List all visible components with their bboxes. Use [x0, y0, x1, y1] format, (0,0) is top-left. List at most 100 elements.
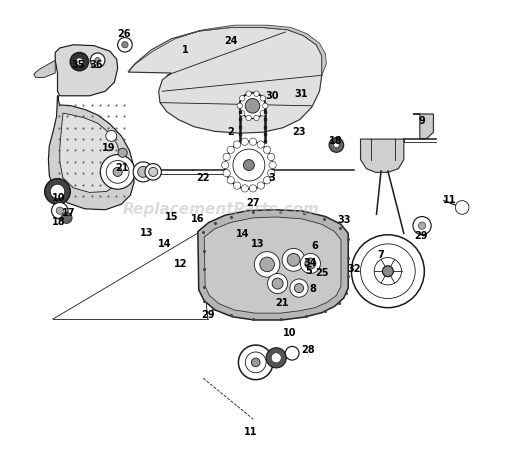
Text: 23: 23: [292, 127, 306, 137]
Circle shape: [122, 41, 128, 48]
Circle shape: [266, 348, 286, 368]
Polygon shape: [198, 210, 348, 320]
Circle shape: [271, 353, 281, 363]
Text: 1: 1: [182, 45, 188, 55]
Text: 27: 27: [246, 198, 259, 208]
Circle shape: [254, 91, 259, 96]
Circle shape: [249, 138, 256, 146]
Circle shape: [263, 103, 268, 108]
Text: 24: 24: [224, 36, 237, 46]
Circle shape: [50, 184, 65, 199]
Circle shape: [106, 130, 117, 141]
Text: 31: 31: [295, 88, 308, 99]
Polygon shape: [49, 96, 134, 210]
Text: 33: 33: [337, 215, 350, 225]
Text: 25: 25: [315, 267, 329, 278]
Text: 16: 16: [191, 214, 205, 224]
Circle shape: [45, 179, 70, 204]
Circle shape: [227, 146, 234, 153]
Circle shape: [133, 162, 153, 182]
Circle shape: [269, 161, 276, 169]
Text: 22: 22: [197, 173, 210, 183]
Circle shape: [221, 161, 229, 169]
Circle shape: [61, 213, 72, 223]
Circle shape: [233, 182, 240, 189]
Text: 14: 14: [236, 229, 249, 239]
Circle shape: [260, 111, 266, 116]
Text: 10: 10: [52, 193, 66, 203]
Circle shape: [361, 244, 415, 299]
Circle shape: [223, 170, 230, 177]
Circle shape: [100, 154, 135, 189]
Circle shape: [263, 177, 271, 184]
Text: 19: 19: [102, 143, 116, 153]
Text: 21: 21: [275, 298, 288, 308]
Circle shape: [300, 253, 320, 273]
Text: 14: 14: [158, 239, 171, 249]
Circle shape: [272, 278, 283, 289]
Circle shape: [260, 257, 275, 272]
Polygon shape: [361, 139, 404, 173]
Circle shape: [305, 258, 316, 269]
Circle shape: [254, 252, 280, 277]
Text: 17: 17: [62, 208, 76, 218]
Text: 29: 29: [414, 231, 428, 241]
Circle shape: [254, 115, 259, 121]
Polygon shape: [128, 25, 326, 75]
Text: 13: 13: [251, 239, 265, 249]
Circle shape: [245, 99, 260, 113]
Text: 13: 13: [140, 227, 153, 238]
Polygon shape: [128, 27, 322, 133]
Text: 18: 18: [329, 136, 342, 146]
Text: ReplacementParts.com: ReplacementParts.com: [123, 202, 320, 217]
Circle shape: [240, 93, 265, 119]
Polygon shape: [34, 60, 55, 78]
Circle shape: [245, 352, 266, 373]
Circle shape: [76, 58, 83, 65]
Polygon shape: [55, 45, 118, 96]
Polygon shape: [204, 217, 341, 313]
Circle shape: [334, 142, 339, 148]
Circle shape: [70, 53, 88, 71]
Circle shape: [225, 141, 272, 189]
Text: 18: 18: [52, 217, 66, 226]
Text: 9: 9: [418, 116, 425, 126]
Text: 28: 28: [301, 345, 315, 355]
Circle shape: [418, 222, 426, 229]
Circle shape: [282, 248, 305, 271]
Circle shape: [227, 177, 234, 184]
Circle shape: [268, 273, 287, 293]
Circle shape: [238, 345, 273, 380]
Circle shape: [241, 138, 248, 146]
Circle shape: [374, 258, 401, 285]
Circle shape: [90, 53, 105, 67]
Circle shape: [118, 148, 127, 157]
Circle shape: [118, 38, 132, 52]
Text: 30: 30: [265, 91, 279, 101]
Circle shape: [267, 153, 275, 160]
Circle shape: [56, 207, 63, 214]
Circle shape: [246, 91, 251, 96]
Text: 12: 12: [174, 259, 187, 269]
Text: 36: 36: [89, 60, 103, 70]
Circle shape: [382, 266, 393, 277]
Text: 32: 32: [348, 264, 361, 274]
Circle shape: [233, 141, 240, 148]
Circle shape: [233, 149, 265, 181]
Text: 21: 21: [116, 163, 129, 173]
Text: 7: 7: [378, 250, 384, 260]
Text: 5: 5: [305, 266, 312, 276]
Circle shape: [285, 346, 299, 360]
Polygon shape: [413, 114, 433, 139]
Circle shape: [257, 182, 264, 189]
Circle shape: [260, 96, 266, 101]
Polygon shape: [60, 113, 122, 193]
Circle shape: [223, 153, 230, 160]
Circle shape: [295, 284, 303, 292]
Text: 11: 11: [443, 195, 456, 205]
Circle shape: [246, 115, 251, 121]
Text: 29: 29: [201, 310, 215, 319]
Circle shape: [287, 253, 300, 266]
Circle shape: [237, 103, 243, 108]
Circle shape: [145, 164, 162, 180]
